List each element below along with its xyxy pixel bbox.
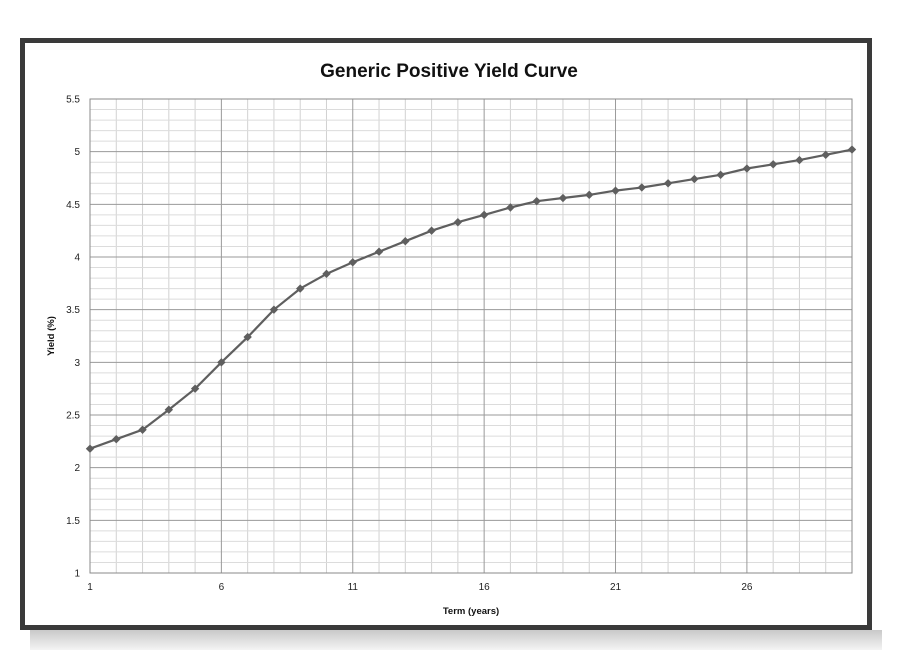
y-axis-label: Yield (%) bbox=[46, 316, 57, 356]
frame-shadow bbox=[30, 630, 882, 650]
x-tick-label: 1 bbox=[87, 582, 93, 593]
data-point bbox=[742, 164, 752, 173]
data-point bbox=[663, 179, 673, 188]
y-tick-label: 3.5 bbox=[66, 305, 80, 316]
y-tick-label: 1 bbox=[74, 569, 80, 580]
data-point bbox=[611, 186, 620, 195]
data-point bbox=[453, 218, 463, 227]
data-point bbox=[558, 193, 568, 203]
series-line bbox=[89, 148, 853, 450]
y-tick-label: 3 bbox=[74, 358, 80, 369]
data-point bbox=[190, 384, 200, 393]
data-point bbox=[637, 183, 646, 192]
x-tick-label: 16 bbox=[479, 582, 491, 593]
data-point bbox=[112, 435, 121, 444]
data-point bbox=[690, 174, 699, 184]
x-tick-label: 6 bbox=[219, 582, 225, 593]
data-point bbox=[348, 258, 357, 267]
y-tick-label: 5.5 bbox=[66, 95, 80, 106]
data-point bbox=[374, 247, 384, 256]
data-point bbox=[716, 170, 725, 180]
data-point bbox=[795, 155, 804, 165]
y-tick-label: 5 bbox=[74, 147, 80, 158]
data-point bbox=[217, 358, 226, 367]
data-point bbox=[138, 425, 147, 434]
x-tick-label: 11 bbox=[348, 582, 359, 593]
y-tick-label: 1.5 bbox=[66, 516, 80, 527]
data-point bbox=[847, 145, 857, 154]
data-point bbox=[479, 210, 489, 220]
data-point bbox=[85, 444, 95, 453]
data-point bbox=[532, 196, 541, 206]
x-axis-label: Term (years) bbox=[443, 606, 499, 617]
y-tick-label: 2 bbox=[74, 463, 80, 474]
data-point bbox=[585, 190, 594, 200]
data-point bbox=[506, 203, 515, 212]
data-point bbox=[296, 284, 305, 293]
y-tick-label: 4.5 bbox=[66, 200, 80, 211]
data-point bbox=[164, 405, 174, 414]
data-point bbox=[322, 269, 331, 279]
x-tick-label: 21 bbox=[610, 582, 622, 593]
minor-grid bbox=[90, 99, 853, 573]
y-axis-ticks: 1 1.5 2 2.5 3 3.5 4 4.5 5 5.5 bbox=[66, 95, 80, 580]
chart-title: Generic Positive Yield Curve bbox=[320, 61, 578, 82]
data-point bbox=[401, 237, 410, 246]
x-axis-ticks: 1 6 11 16 21 26 bbox=[87, 582, 753, 593]
data-point bbox=[768, 160, 778, 169]
x-tick-label: 26 bbox=[741, 582, 753, 593]
series-group bbox=[85, 145, 857, 453]
data-point bbox=[821, 150, 830, 160]
y-tick-label: 2.5 bbox=[66, 411, 80, 422]
data-point bbox=[243, 332, 252, 342]
plot-area bbox=[89, 98, 853, 574]
data-point bbox=[269, 305, 279, 314]
data-point bbox=[427, 226, 436, 235]
y-tick-label: 4 bbox=[74, 253, 80, 264]
